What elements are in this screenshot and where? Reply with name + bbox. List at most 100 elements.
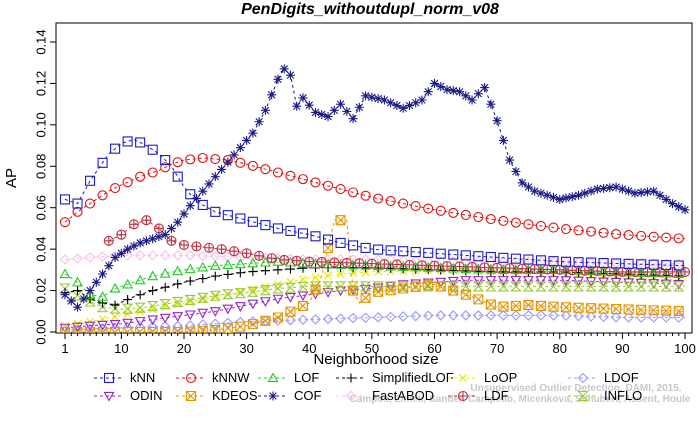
data-point-kdeos <box>385 285 396 296</box>
data-point-lof <box>247 257 259 268</box>
data-point-knn <box>398 246 409 257</box>
data-point-cof <box>110 252 120 262</box>
data-point-simplifiedlof <box>361 263 371 273</box>
data-point-simplifiedlof <box>248 267 258 277</box>
data-point-lof <box>234 258 246 269</box>
data-point-knnw <box>636 230 647 241</box>
data-point-ldof <box>585 311 597 322</box>
data-point-simplifiedlof <box>223 269 233 279</box>
data-point-ldf <box>191 241 202 252</box>
legend-item-inflo: INFLO <box>568 388 642 403</box>
data-point-knnw <box>235 157 246 168</box>
data-point-cof <box>342 106 352 116</box>
data-point-fastabod <box>172 250 184 261</box>
data-point-simplifiedlof <box>373 263 383 273</box>
series-line-kdeos <box>65 219 686 333</box>
data-point-kdeos <box>435 281 446 292</box>
data-point-simplifiedlof <box>473 266 483 276</box>
legend-marker-ldof <box>577 372 589 384</box>
data-point-loop <box>261 282 270 291</box>
data-point-simplifiedlof <box>599 268 609 278</box>
data-point-ldf <box>329 257 340 268</box>
data-point-cof <box>336 99 346 109</box>
legend-marker-knn <box>103 372 115 384</box>
data-point-ldf <box>416 260 428 271</box>
legend-item-ldf: LDF <box>448 388 509 403</box>
data-point-ldof <box>498 310 509 321</box>
data-point-fastabod <box>59 254 71 265</box>
legend-label-inflo: INFLO <box>604 388 642 403</box>
data-point-knnw <box>448 207 459 218</box>
data-point-kdeos <box>373 286 384 297</box>
data-point-ldf <box>542 264 553 275</box>
data-point-ldof <box>285 314 296 326</box>
data-point-cof <box>429 78 439 88</box>
data-point-knnw <box>498 215 509 227</box>
data-point-odin <box>134 317 146 327</box>
data-point-cof <box>123 244 133 254</box>
data-point-odin <box>109 319 121 330</box>
data-point-knnw <box>598 227 609 238</box>
data-point-simplifiedlof <box>185 276 195 286</box>
y-tick-label: 0.06 <box>33 195 48 220</box>
data-point-knnw <box>548 222 559 233</box>
data-point-knn <box>72 198 83 209</box>
y-tick-label: 0.08 <box>33 154 48 179</box>
data-point-ldof <box>197 319 209 330</box>
data-point-kdeos <box>310 284 321 295</box>
data-point-knn <box>661 260 672 271</box>
data-point-knnw <box>147 167 158 178</box>
data-point-inflo <box>234 288 247 299</box>
data-point-cof <box>461 91 471 101</box>
data-point-lof <box>72 276 83 287</box>
data-point-kdeos <box>498 301 509 312</box>
data-point-ldof <box>485 310 497 321</box>
data-point-knnw <box>410 201 421 212</box>
data-point-inflo <box>547 281 560 292</box>
data-point-cof <box>311 107 321 117</box>
x-axis-label: Neighborhood size <box>313 351 438 368</box>
data-point-kdeos <box>573 302 584 313</box>
data-point-knn <box>485 251 496 263</box>
data-point-simplifiedlof <box>235 268 245 278</box>
data-point-ldf <box>366 258 377 269</box>
data-point-cof <box>116 248 126 258</box>
data-point-knnw <box>272 167 283 178</box>
data-point-odin <box>147 315 159 326</box>
data-point-lof <box>134 274 146 285</box>
data-point-cof <box>636 188 646 198</box>
data-point-ldf <box>654 266 666 277</box>
data-point-ldf <box>241 248 252 259</box>
legend-label-knnw: kNNW <box>212 370 250 385</box>
data-point-ldof <box>435 310 447 321</box>
data-point-knnw <box>185 154 196 165</box>
legend-item-loop: LoOP <box>448 370 517 385</box>
data-point-fastabod <box>122 250 133 261</box>
data-point-ldf <box>667 266 678 277</box>
data-point-knn <box>548 256 559 267</box>
data-point-cof <box>354 102 364 112</box>
data-point-inflo <box>635 281 647 292</box>
data-point-lof <box>259 256 271 267</box>
data-point-cof <box>567 192 577 202</box>
data-point-knnw <box>97 190 108 201</box>
data-point-cof <box>135 238 145 248</box>
data-point-cof <box>173 217 183 227</box>
data-point-ldof <box>385 311 396 323</box>
data-point-cof <box>436 82 446 92</box>
data-point-cof <box>329 105 339 115</box>
watermark-line-1: Campos, Zimek, Sander, Campello, Micenko… <box>350 394 691 405</box>
data-point-kdeos <box>661 305 672 316</box>
legend-marker-cof <box>268 391 278 401</box>
data-point-cof <box>204 179 214 189</box>
data-point-kdeos <box>560 302 572 313</box>
data-point-knnw <box>673 233 684 244</box>
data-point-knnw <box>523 219 534 230</box>
data-point-cof <box>505 155 515 165</box>
legend-marker-inflo <box>577 390 589 402</box>
data-point-ldof <box>573 310 584 322</box>
data-point-kdeos <box>160 326 171 333</box>
series-line-knn <box>64 138 686 267</box>
legend-label-kdeos: KDEOS <box>212 388 258 403</box>
data-point-odin <box>497 276 509 286</box>
